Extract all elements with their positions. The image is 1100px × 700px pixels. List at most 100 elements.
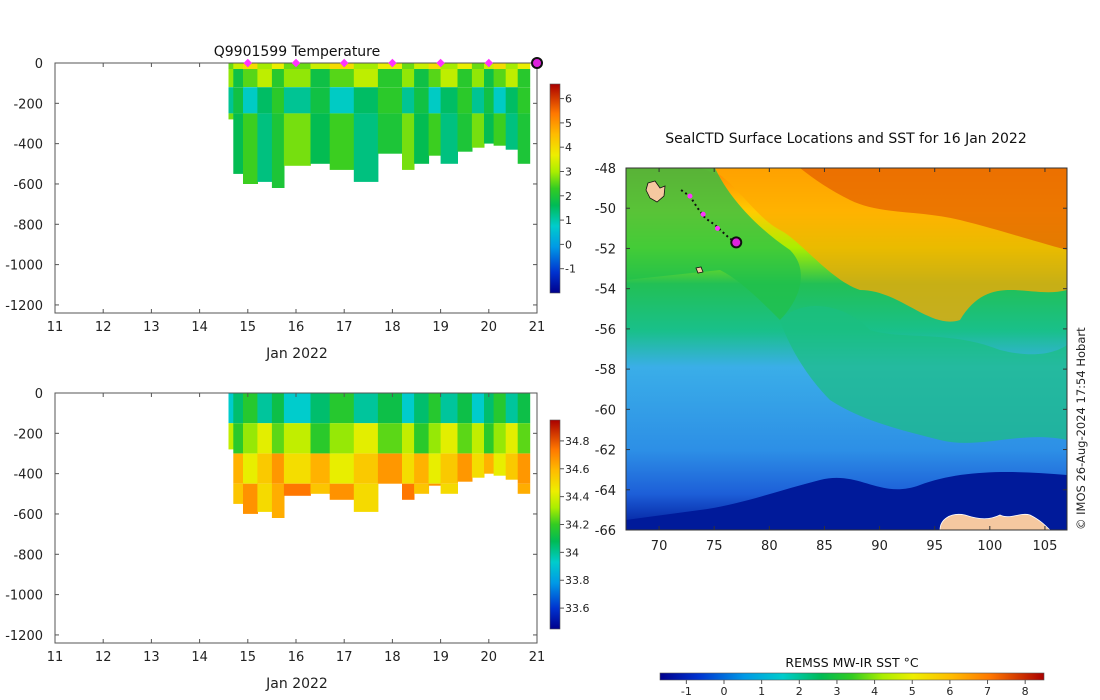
salinity-cell [353,453,379,484]
temperature-data-layer [228,63,531,188]
temperature-surface-markers [243,57,543,69]
salinity-x-tick-label: 16 [288,650,305,665]
temperature-cell [257,113,273,182]
sst-x-tick-label: 85 [816,539,833,554]
sst-x-tick-label: 70 [651,539,668,554]
temperature-y-tick-label: 0 [35,57,43,72]
salinity-colorbar-tick-label: 34.6 [565,463,590,476]
salinity-cell [440,393,458,424]
salinity-cell [377,393,403,424]
salinity-cell [505,423,519,454]
temperature-surface-marker [243,58,253,68]
sst-credit: © IMOS 26-Aug-2024 17:54 Hobart [1074,327,1088,530]
temperature-cell [505,87,519,114]
temperature-cell [310,113,331,164]
temperature-cell [257,63,273,69]
salinity-y-tick-label: -400 [13,468,43,483]
temperature-surface-marker [291,58,301,68]
salinity-y-tick-label: -1000 [5,589,43,604]
salinity-y-tick-label: -800 [13,548,43,563]
salinity-cell [471,453,485,478]
salinity-cell [283,453,311,484]
sst-mid-green-region [780,306,1067,443]
salinity-cell [353,393,379,424]
temperature-cell [517,63,531,69]
sst-field [626,168,1067,530]
salinity-cell [243,423,258,454]
salinity-cell [257,483,273,512]
salinity-axes: 11 12 13 14 15 16 17 18 19 20 21 0 -200 -400 -600 -800 -… [5,387,545,665]
salinity-cell [428,423,442,454]
temperature-cell [402,87,415,114]
salinity-cell [283,393,311,424]
salinity-cell [228,423,234,450]
temperature-cell [457,113,473,152]
salinity-cell [505,393,519,424]
salinity-cell [283,423,311,454]
temperature-title: Q9901599 Temperature [214,44,381,60]
temperature-cell [243,87,258,114]
salinity-cell [428,483,442,486]
temperature-cell [329,87,355,114]
temperature-cell [517,87,531,114]
temperature-x-tick-label: 17 [336,320,353,335]
sst-y-tick-label: -62 [595,444,616,459]
salinity-cell [271,423,285,454]
salinity-cell [493,453,507,476]
temperature-cell [414,69,430,88]
salinity-cell [377,453,403,484]
temperature-x-tick-label: 13 [143,320,160,335]
salinity-cell [271,393,285,424]
salinity-y-tick-label: -600 [13,508,43,523]
temperature-cell [414,63,430,69]
temperature-y-tick-label: -200 [13,97,43,112]
sst-green-region [626,168,801,320]
temperature-colorbar-tick-label: -1 [565,263,576,276]
salinity-x-tick-label: 15 [240,650,257,665]
sst-colorbar-tick-label: 4 [871,685,878,698]
sst-map-title: SealCTD Surface Locations and SST for 16… [665,131,1026,147]
salinity-cell [414,423,430,454]
temperature-cell [377,69,403,88]
temperature-cell [283,87,311,114]
salinity-cell [471,393,485,424]
temperature-cell [457,69,473,88]
temperature-cell [440,63,458,69]
salinity-data-layer [228,393,531,518]
temperature-cell [440,69,458,88]
temperature-cell [493,63,507,69]
temperature-cell [414,87,430,114]
salinity-cell [329,393,355,424]
temperature-cell [353,63,379,69]
sst-x-tick-label: 90 [871,539,888,554]
salinity-x-tick-label: 19 [432,650,449,665]
salinity-cell [310,393,331,424]
temperature-cell [505,69,519,88]
salinity-cell [517,483,531,494]
temperature-cell [493,69,507,88]
temperature-cell [271,63,285,69]
sst-colorbar-ticks: -1 0 1 2 3 4 5 6 7 8 [681,680,1029,698]
sst-colorbar-tick-label: 7 [984,685,991,698]
salinity-cell [283,483,311,496]
salinity-cell [257,453,273,484]
temperature-colorbar-tick-label: 2 [565,190,572,203]
salinity-cell [440,483,458,494]
temperature-colorbar-tick-label: 3 [565,165,572,178]
salinity-colorbar-tick-label: 34 [565,546,579,559]
temperature-cell [283,69,311,88]
salinity-cell [457,393,473,424]
salinity-cell [353,423,379,454]
salinity-colorbar-ticks: 33.6 33.8 34 34.2 34.4 34.6 34.8 [560,435,590,615]
salinity-y-tick-label: 0 [35,387,43,402]
salinity-cell [257,393,273,424]
salinity-colorbar-tick-label: 33.6 [565,602,590,615]
salinity-x-tick-label: 18 [384,650,401,665]
sst-y-tick-label: -58 [595,363,616,378]
seal-track-marker [687,193,693,199]
sst-map-axes: 70 75 80 85 90 95 100 105 -48 -50 -52 -54 -56 -58 -60 -… [595,162,1067,554]
salinity-cell [228,393,234,424]
temperature-cell [402,113,415,170]
temperature-cell [471,113,485,148]
